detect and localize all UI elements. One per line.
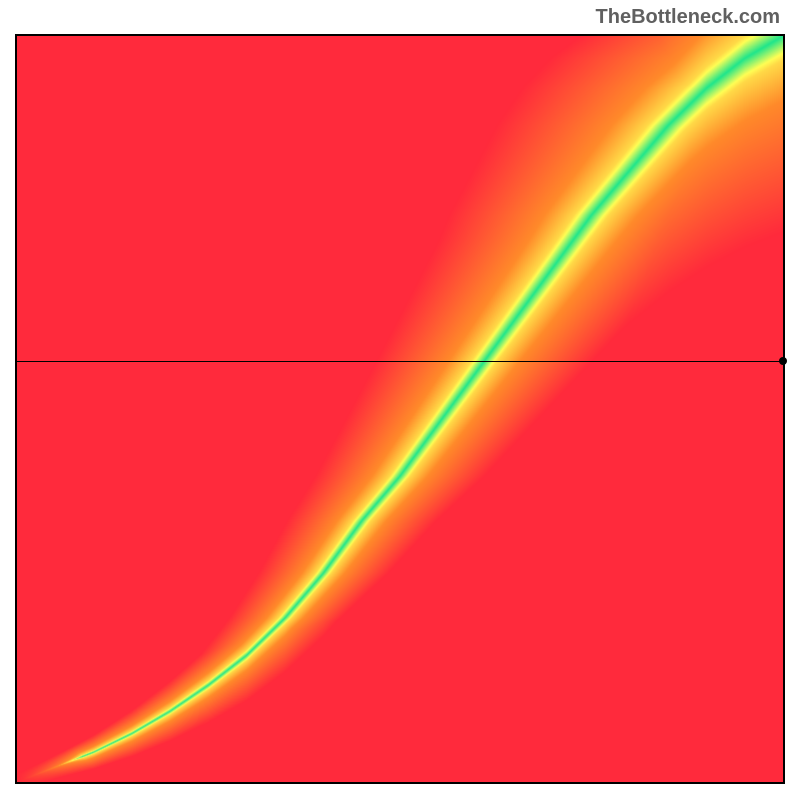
marker-dot xyxy=(779,357,787,365)
plot-frame xyxy=(15,34,785,784)
horizontal-guideline xyxy=(17,361,783,362)
watermark-text: TheBottleneck.com xyxy=(596,6,780,29)
heatmap-canvas xyxy=(17,36,783,782)
plot-area xyxy=(17,36,783,782)
